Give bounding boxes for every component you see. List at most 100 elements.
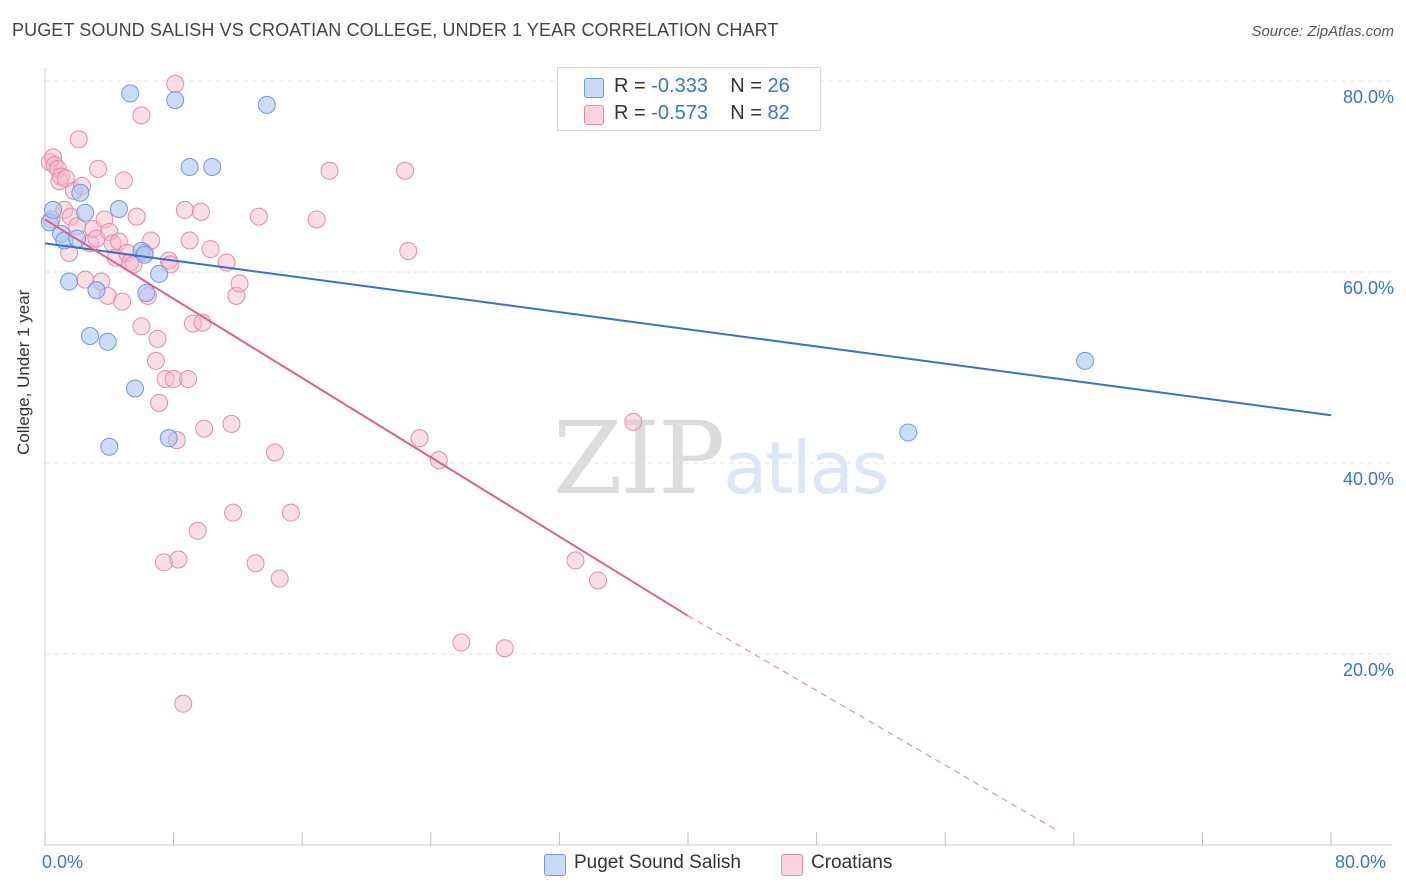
y-tick-label-80: 80.0% (1342, 87, 1394, 107)
croatians-point (270, 569, 289, 588)
salish-point (81, 326, 100, 345)
croatians-point (174, 694, 193, 713)
croatians-point (452, 633, 471, 652)
x-tick-label-max: 80.0% (1335, 852, 1387, 872)
r-value: -0.573 (651, 102, 708, 124)
salish-point (44, 200, 63, 219)
salish-point (98, 332, 117, 351)
croatians-point (495, 639, 514, 658)
croatians-point (150, 393, 169, 412)
salish-point (137, 284, 156, 303)
r-label: R = (614, 102, 646, 124)
r-value: -0.333 (651, 75, 708, 97)
salish-point (121, 84, 140, 103)
salish-point (109, 199, 128, 218)
croatians-point (566, 551, 585, 570)
croatians-point (44, 148, 63, 167)
axes (44, 68, 1392, 846)
croatians-point (132, 317, 151, 336)
salish-point (71, 183, 90, 202)
croatians-point (114, 171, 133, 190)
croatians-swatch (584, 105, 604, 125)
croatians-legend-label: Croatians (811, 852, 893, 873)
r-label: R = (614, 75, 646, 97)
salish-point (126, 379, 145, 398)
stats-legend: R = -0.333 N = 26 R = -0.573 N = 82 (557, 67, 821, 131)
n-value: 26 (767, 75, 790, 97)
n-label: N = (730, 102, 762, 124)
croatians-point (246, 554, 265, 573)
croatians-point (201, 240, 220, 259)
salish-point (899, 423, 918, 442)
croatians-point (399, 241, 418, 260)
trend-lines (44, 218, 1332, 832)
croatians-point (154, 553, 173, 572)
croatians-point (410, 429, 429, 448)
croatians-point (249, 207, 268, 226)
croatians-point (222, 414, 241, 433)
croatians-point (100, 222, 119, 241)
salish-point (135, 245, 154, 264)
y-tick-label-20: 20.0% (1342, 660, 1394, 680)
salish-point (60, 272, 79, 291)
salish-point (257, 95, 276, 114)
croatians-point (183, 314, 202, 333)
croatians-point (132, 106, 151, 125)
salish-swatch (584, 78, 604, 98)
croatians-point (320, 161, 339, 180)
croatians-point (588, 571, 607, 590)
croatians-point (307, 210, 326, 229)
croatians-point (146, 351, 165, 370)
salish-point (76, 203, 95, 222)
salish-point (87, 281, 106, 300)
croatians-point (175, 200, 194, 219)
croatians-point (265, 443, 284, 462)
salish-point (159, 429, 178, 448)
source-label: Source: ZipAtlas.com (1251, 23, 1394, 40)
chart-title: PUGET SOUND SALISH VS CROATIAN COLLEGE, … (12, 20, 779, 40)
croatians-point (188, 521, 207, 540)
salish-point (100, 437, 119, 456)
croatians-point (195, 419, 214, 438)
croatians-point (69, 130, 88, 149)
salish-point (1076, 351, 1095, 370)
croatians-point (281, 503, 300, 522)
salish-legend-swatch (544, 854, 566, 876)
croatians-point (180, 231, 199, 250)
y-tick-label-60: 60.0% (1342, 278, 1394, 298)
watermark-atlas: atlas (723, 426, 889, 510)
watermark-zip: ZIP (553, 400, 725, 517)
n-value: 82 (767, 102, 790, 124)
n-label: N = (730, 75, 762, 97)
watermark: ZIPatlas (553, 400, 889, 517)
croatians-trend-extension (687, 615, 1059, 832)
salish-legend-label: Puget Sound Salish (574, 852, 741, 873)
salish-point (166, 91, 185, 110)
croatians-point (179, 369, 198, 388)
croatians-point (164, 369, 183, 388)
croatians-point (169, 550, 188, 569)
croatians-point (224, 503, 243, 522)
y-axis-label: College, Under 1 year (14, 289, 33, 455)
grid-lines (45, 80, 1392, 655)
croatians-points (40, 74, 643, 713)
salish-point (150, 264, 169, 283)
x-tick-label-min: 0.0% (42, 852, 84, 872)
croatians-point (396, 161, 415, 180)
croatians-point (166, 74, 185, 93)
croatians-point (191, 202, 210, 221)
croatians-point (113, 292, 132, 311)
croatians-point (148, 329, 167, 348)
salish-point (203, 157, 222, 176)
croatians-point (230, 274, 249, 293)
salish-point (180, 157, 199, 176)
salish-trend-line (44, 242, 1332, 417)
croatians-legend-swatch (781, 854, 803, 876)
croatians-point (624, 412, 643, 431)
croatians-point (89, 159, 108, 178)
croatians-point (127, 207, 146, 226)
puget-sound-salish-points (40, 84, 1095, 456)
croatians-trend-line (44, 218, 689, 617)
y-tick-label-40: 40.0% (1342, 469, 1394, 489)
